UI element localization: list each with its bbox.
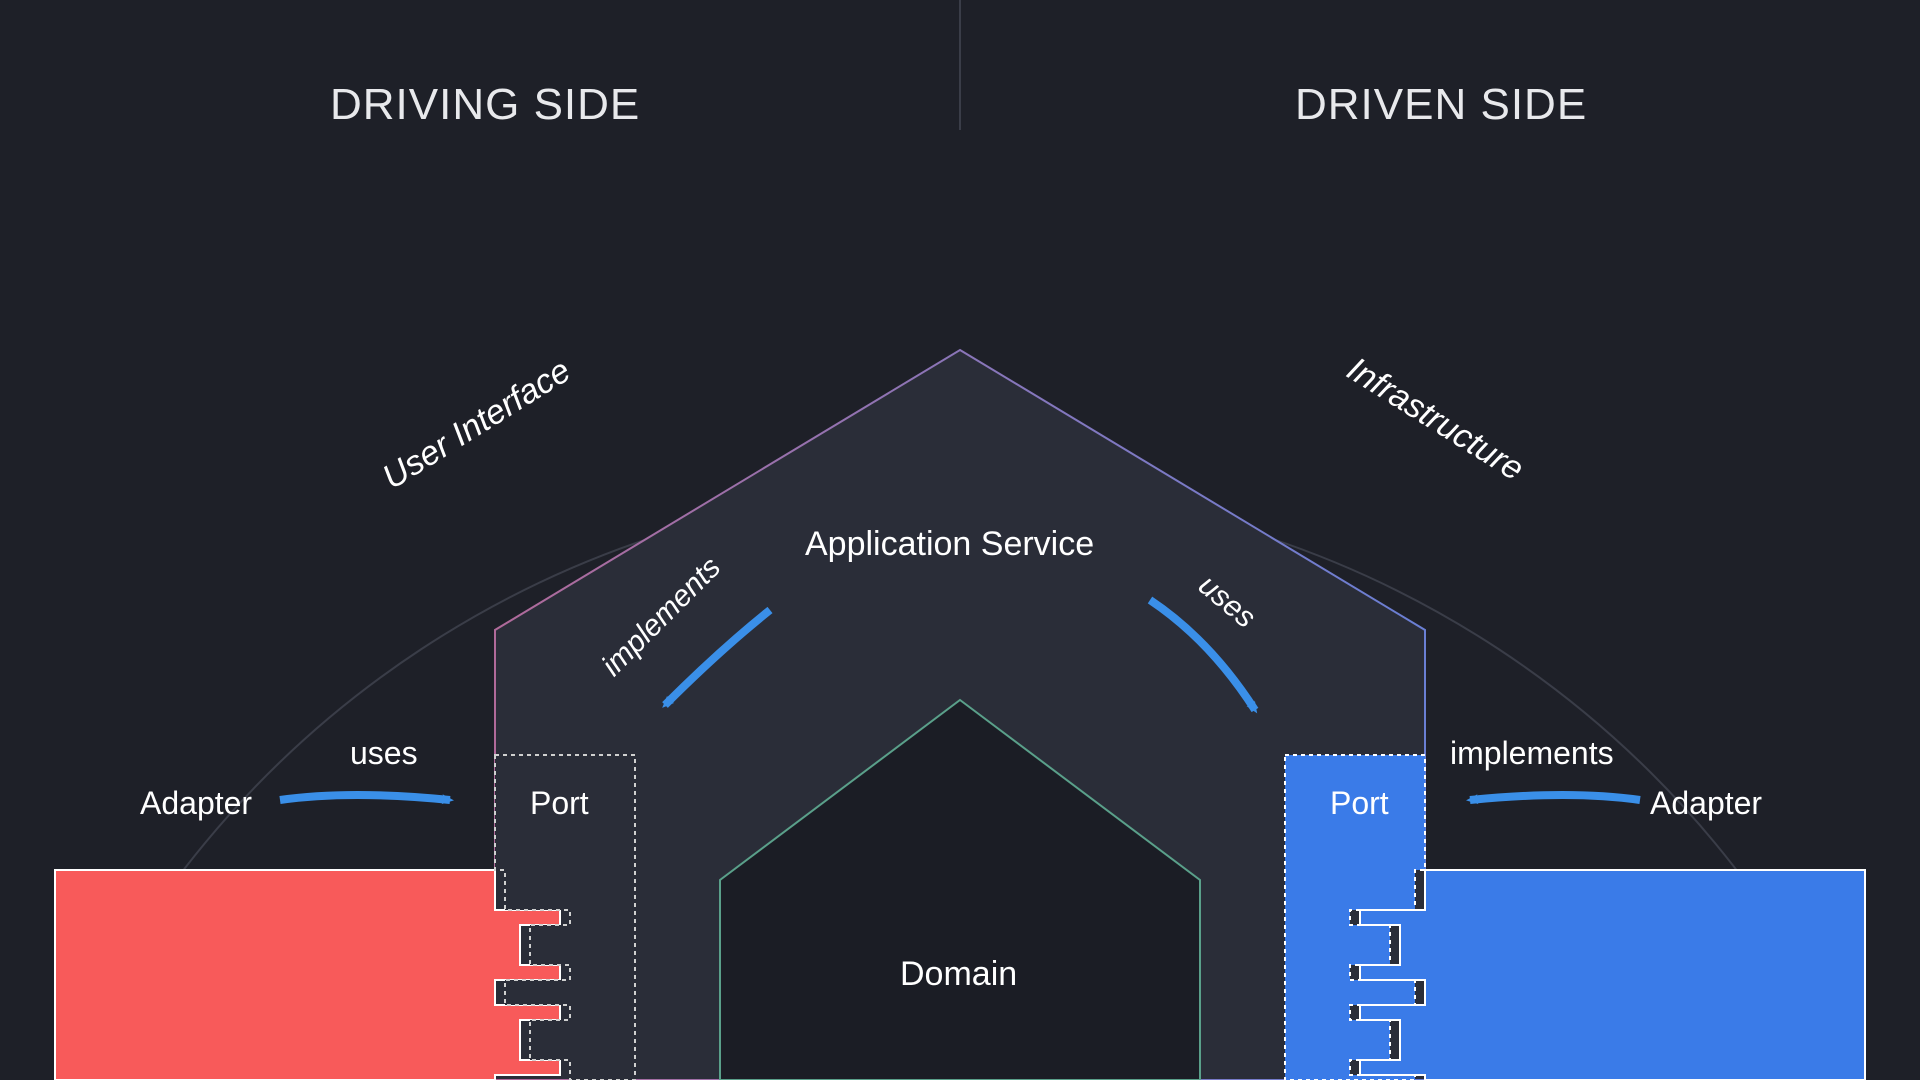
title-left: DRIVING SIDE xyxy=(330,80,640,130)
port-right-label: Port xyxy=(1330,785,1389,822)
implements-right-label: implements xyxy=(1450,735,1614,772)
adapter-left-shape xyxy=(55,870,560,1080)
title-right: DRIVEN SIDE xyxy=(1295,80,1587,130)
diagram-stage: DRIVING SIDE DRIVEN SIDE User Interface … xyxy=(0,0,1920,1080)
arrow-right-implements xyxy=(1470,795,1640,800)
uses-left-label: uses xyxy=(350,735,418,772)
port-left-label: Port xyxy=(530,785,589,822)
arrow-left-uses xyxy=(280,795,450,800)
domain-label: Domain xyxy=(900,955,1017,994)
adapter-right-label: Adapter xyxy=(1650,785,1762,822)
adapter-left-label: Adapter xyxy=(140,785,252,822)
adapter-right-shape xyxy=(1360,870,1865,1080)
app-service-label: Application Service xyxy=(805,525,1094,564)
